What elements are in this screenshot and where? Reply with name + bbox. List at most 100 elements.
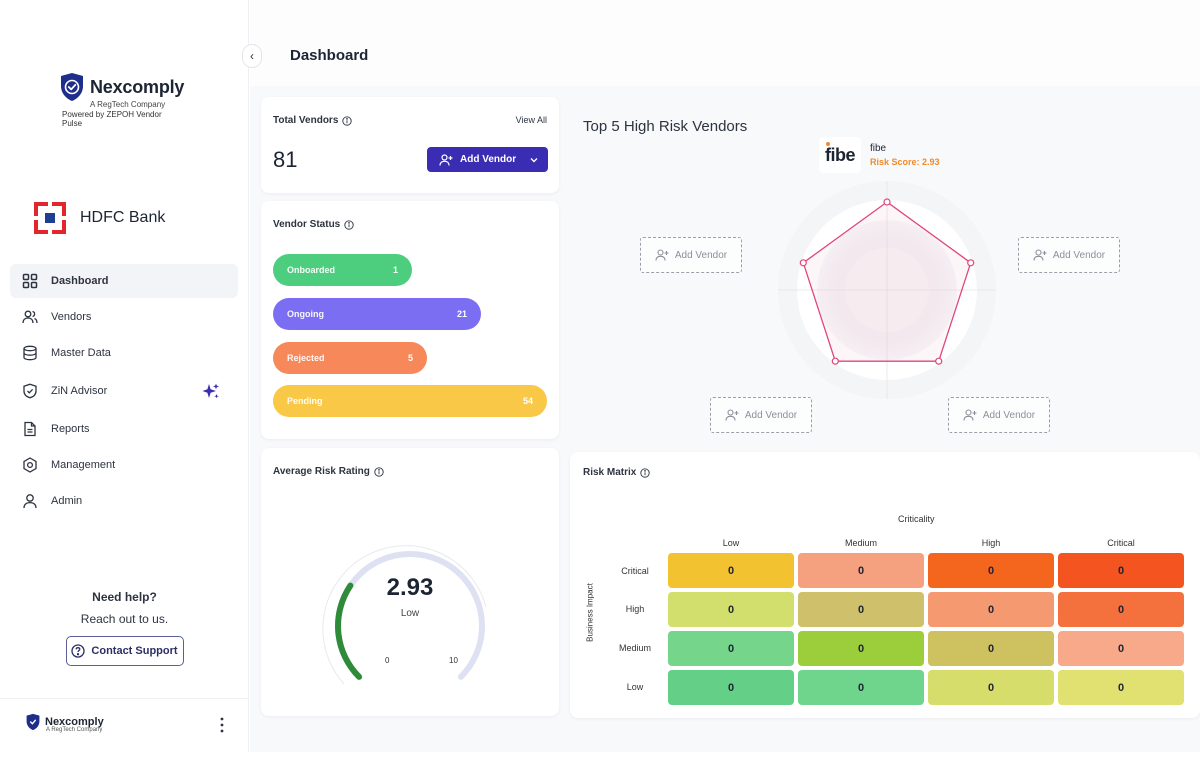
collapse-sidebar-button[interactable]: ‹ (242, 44, 262, 68)
status-bar-onboarded[interactable]: Onboarded 1 (273, 254, 412, 286)
add-vendor-slot-bottom-right[interactable]: Add Vendor (948, 397, 1050, 433)
nav-item-label: Reports (51, 423, 90, 435)
top5-title: Top 5 High Risk Vendors (583, 118, 748, 135)
user-plus-icon (963, 409, 977, 421)
total-vendors-title: Total Vendors (273, 115, 339, 126)
total-vendors-card: Total Vendors View All 81 Add Vendor (261, 97, 559, 193)
powered-by-text: Powered by ZEPOH Vendor Pulse (62, 110, 162, 128)
gauge-max: 10 (449, 656, 458, 665)
database-icon (23, 345, 37, 361)
main-content: ‹ Dashboard Total Vendors View All 81 Ad… (242, 0, 1200, 752)
info-icon[interactable] (344, 219, 354, 230)
matrix-row-header: Critical (621, 566, 649, 576)
nav-item-vendors[interactable]: Vendors (10, 300, 238, 334)
sidebar-nav: Dashboard Vendors Master Data ZiN Adviso… (10, 264, 238, 518)
status-bar-pending[interactable]: Pending 54 (273, 385, 547, 417)
status-count: 54 (522, 396, 533, 406)
nav-item-label: Dashboard (51, 275, 109, 287)
file-icon (24, 421, 36, 437)
logo-dot (826, 142, 830, 146)
matrix-row-header: High (625, 604, 645, 614)
brand-logo[interactable]: Nexcomply A RegTech Company (60, 72, 184, 109)
user-icon (23, 494, 37, 509)
users-icon (22, 310, 38, 324)
contact-support-button[interactable]: Contact Support (65, 636, 184, 666)
bank-selector[interactable]: HDFC Bank (34, 202, 165, 234)
brand-tagline: A RegTech Company (90, 100, 166, 109)
more-vertical-icon[interactable] (216, 715, 228, 735)
risk-gauge (322, 545, 487, 685)
status-label: Pending (287, 396, 323, 406)
matrix-cell[interactable]: 0 (1058, 631, 1184, 666)
matrix-y-axis-label: Business Impact (585, 583, 595, 642)
settings-icon (23, 457, 37, 473)
matrix-cell[interactable]: 0 (668, 592, 794, 627)
contact-support-label: Contact Support (91, 645, 178, 657)
add-vendor-slot-left[interactable]: Add Vendor (640, 237, 742, 273)
radar-point[interactable] (883, 198, 891, 206)
help-subtitle: Reach out to us. (80, 612, 169, 626)
radar-point[interactable] (967, 259, 975, 267)
vendor-name: fibe (870, 143, 887, 154)
average-risk-title: Average Risk Rating (273, 466, 370, 477)
matrix-cell[interactable]: 0 (928, 553, 1054, 588)
info-icon[interactable] (342, 115, 353, 126)
add-vendor-button[interactable]: Add Vendor (427, 147, 548, 172)
matrix-cell[interactable]: 0 (1058, 670, 1184, 705)
sparkle-icon (202, 383, 219, 399)
radar-point[interactable] (831, 357, 839, 365)
hdfc-logo-icon (34, 202, 66, 234)
bank-name: HDFC Bank (80, 209, 166, 226)
matrix-cell[interactable]: 0 (928, 631, 1054, 666)
info-icon[interactable] (640, 467, 651, 478)
info-icon[interactable] (374, 466, 384, 477)
nav-item-master-data[interactable]: Master Data (10, 336, 238, 370)
matrix-cell[interactable]: 0 (928, 592, 1054, 627)
add-vendor-slot-right[interactable]: Add Vendor (1018, 237, 1120, 273)
matrix-cell[interactable]: 0 (668, 670, 794, 705)
radar-point[interactable] (799, 259, 807, 267)
matrix-cell[interactable]: 0 (928, 670, 1054, 705)
shield-logo-icon (61, 73, 83, 101)
nav-item-label: Management (51, 459, 116, 471)
nav-item-management[interactable]: Management (10, 448, 238, 482)
matrix-cell[interactable]: 0 (1058, 592, 1184, 627)
add-vendor-slot-label: Add Vendor (1052, 249, 1106, 261)
gauge-outer-ring (322, 545, 487, 685)
matrix-cell[interactable]: 0 (798, 631, 924, 666)
status-label: Ongoing (287, 309, 324, 319)
total-vendors-count: 81 (273, 147, 298, 172)
nav-item-label: Master Data (51, 347, 111, 359)
card-title: Risk Matrix (583, 467, 651, 478)
user-plus-icon (655, 249, 669, 261)
gauge-value: 2.93 (386, 574, 434, 601)
nav-item-zin-advisor[interactable]: ZiN Advisor (10, 374, 238, 408)
shield-logo-icon (26, 713, 40, 731)
nav-item-admin[interactable]: Admin (10, 484, 238, 518)
matrix-cell[interactable]: 0 (668, 553, 794, 588)
footer-brand-tagline: A RegTech Company (46, 727, 103, 733)
average-risk-card: Average Risk Rating 2.93 Low 0 10 (261, 448, 559, 716)
radar-point[interactable] (935, 357, 943, 365)
nav-item-dashboard[interactable]: Dashboard (10, 264, 238, 298)
status-bar-ongoing[interactable]: Ongoing 21 (273, 298, 481, 330)
matrix-cell[interactable]: 0 (798, 670, 924, 705)
view-all-link[interactable]: View All (515, 115, 547, 125)
user-plus-icon (439, 153, 453, 166)
matrix-cell[interactable]: 0 (798, 592, 924, 627)
matrix-cell[interactable]: 0 (668, 631, 794, 666)
matrix-cell[interactable]: 0 (798, 553, 924, 588)
status-bar-rejected[interactable]: Rejected 5 (273, 342, 427, 374)
brand-name: Nexcomply (90, 76, 185, 97)
nav-item-reports[interactable]: Reports (10, 412, 238, 446)
add-vendor-label: Add Vendor (460, 154, 517, 165)
gauge-min: 0 (385, 656, 390, 665)
status-count: 21 (456, 309, 467, 319)
footer-brand-name: Nexcomply (45, 716, 104, 728)
help-circle-icon (71, 644, 86, 658)
vendor-logo[interactable]: fibe (819, 137, 861, 173)
top5-risk-card: Top 5 High Risk Vendors fibe fibe Risk S… (570, 97, 1200, 443)
matrix-cell[interactable]: 0 (1058, 553, 1184, 588)
gauge-label: Low (400, 608, 420, 619)
add-vendor-slot-bottom-left[interactable]: Add Vendor (710, 397, 812, 433)
